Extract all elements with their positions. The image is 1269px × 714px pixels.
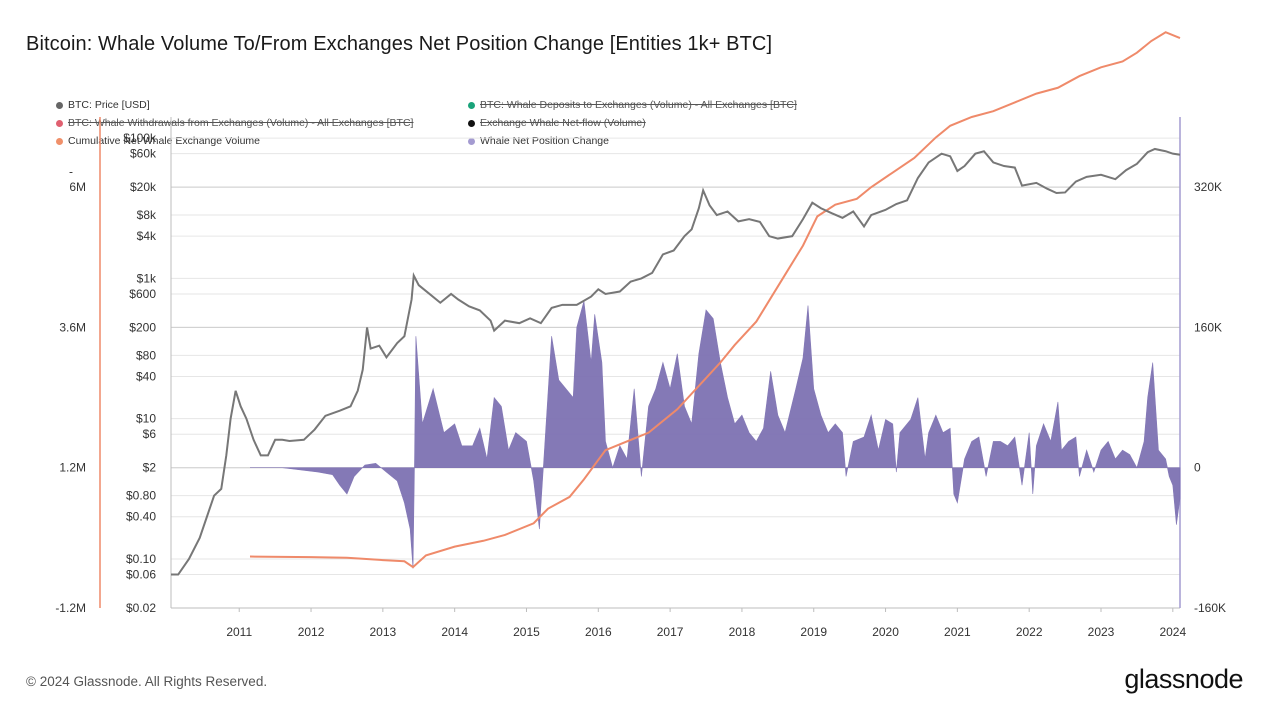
cumulative-tick-label: 6M [69,180,86,194]
legend-item-whale-withdrawals[interactable]: BTC: Whale Withdrawals from Exchanges (V… [56,117,413,129]
legend-dot-icon [56,101,63,109]
position-tick-label: 160K [1194,320,1222,334]
chart-title: Bitcoin: Whale Volume To/From Exchanges … [26,33,773,55]
x-tick-label: 2024 [1159,625,1186,639]
price-tick-label: $0.06 [126,568,156,582]
legend-label: BTC: Whale Deposits to Exchanges (Volume… [480,99,797,111]
price-tick-label: $1k [137,271,157,285]
position-tick-label: -160K [1194,601,1226,615]
x-tick-label: 2019 [800,625,827,639]
x-tick-label: 2011 [226,625,252,639]
x-tick-label: 2012 [298,625,325,639]
x-tick-label: 2014 [441,625,468,639]
brand-logo: glassnode [1124,664,1243,694]
legend-dot-icon [56,137,63,145]
legend-label: Exchange Whale Net-flow (Volume) [480,117,646,129]
legend-item-whale-deposits[interactable]: BTC: Whale Deposits to Exchanges (Volume… [468,99,797,111]
cumulative-net-volume-line [249,31,1181,569]
x-tick-label: 2016 [585,625,612,639]
price-tick-label: $100k [123,131,157,145]
legend-item-exchange-netflow[interactable]: Exchange Whale Net-flow (Volume) [468,117,646,129]
price-tick-label: $8k [137,208,157,222]
price-tick-label: $10 [136,412,156,426]
price-tick-label: $0.02 [126,601,156,615]
legend-label: BTC: Price [USD] [68,99,150,111]
legend-dot-icon [56,119,63,127]
legend-dot-icon [468,137,475,145]
x-tick-label: 2015 [513,625,540,639]
price-tick-label: $600 [129,287,156,301]
price-tick-label: $40 [136,369,156,383]
cumulative-tick-label: -1.2M [55,601,86,615]
price-tick-label: $4k [137,229,157,243]
whale-net-position-area [249,301,1181,569]
price-tick-label: $200 [129,320,156,334]
x-tick-label: 2022 [1016,625,1043,639]
x-tick-label: 2013 [370,625,397,639]
legend-dot-icon [468,101,475,109]
x-tick-label: 2023 [1088,625,1115,639]
x-tick-label: 2018 [729,625,756,639]
cumulative-tick-label: - [69,165,73,179]
price-tick-label: $20k [130,180,157,194]
price-tick-label: $80 [136,348,156,362]
cumulative-tick-label: 1.2M [59,461,86,475]
copyright-text: © 2024 Glassnode. All Rights Reserved. [26,674,268,689]
cumulative-tick-label: 3.6M [59,320,86,334]
price-tick-label: $0.40 [126,510,156,524]
position-tick-label: 320K [1194,180,1222,194]
x-tick-label: 2021 [944,625,971,639]
price-tick-label: $0.10 [126,552,156,566]
x-tick-label: 2020 [872,625,899,639]
price-tick-label: $6 [143,427,157,441]
legend-label: BTC: Whale Withdrawals from Exchanges (V… [68,117,414,129]
btc-price-line [171,147,1181,576]
x-tick-label: 2017 [657,625,684,639]
legend-dot-icon [468,119,475,127]
legend-item-btc-price[interactable]: BTC: Price [USD] [56,99,150,111]
position-tick-label: 0 [1194,461,1201,475]
price-tick-label: $60k [130,147,157,161]
price-tick-label: $2 [143,461,157,475]
price-tick-label: $0.80 [126,489,156,503]
